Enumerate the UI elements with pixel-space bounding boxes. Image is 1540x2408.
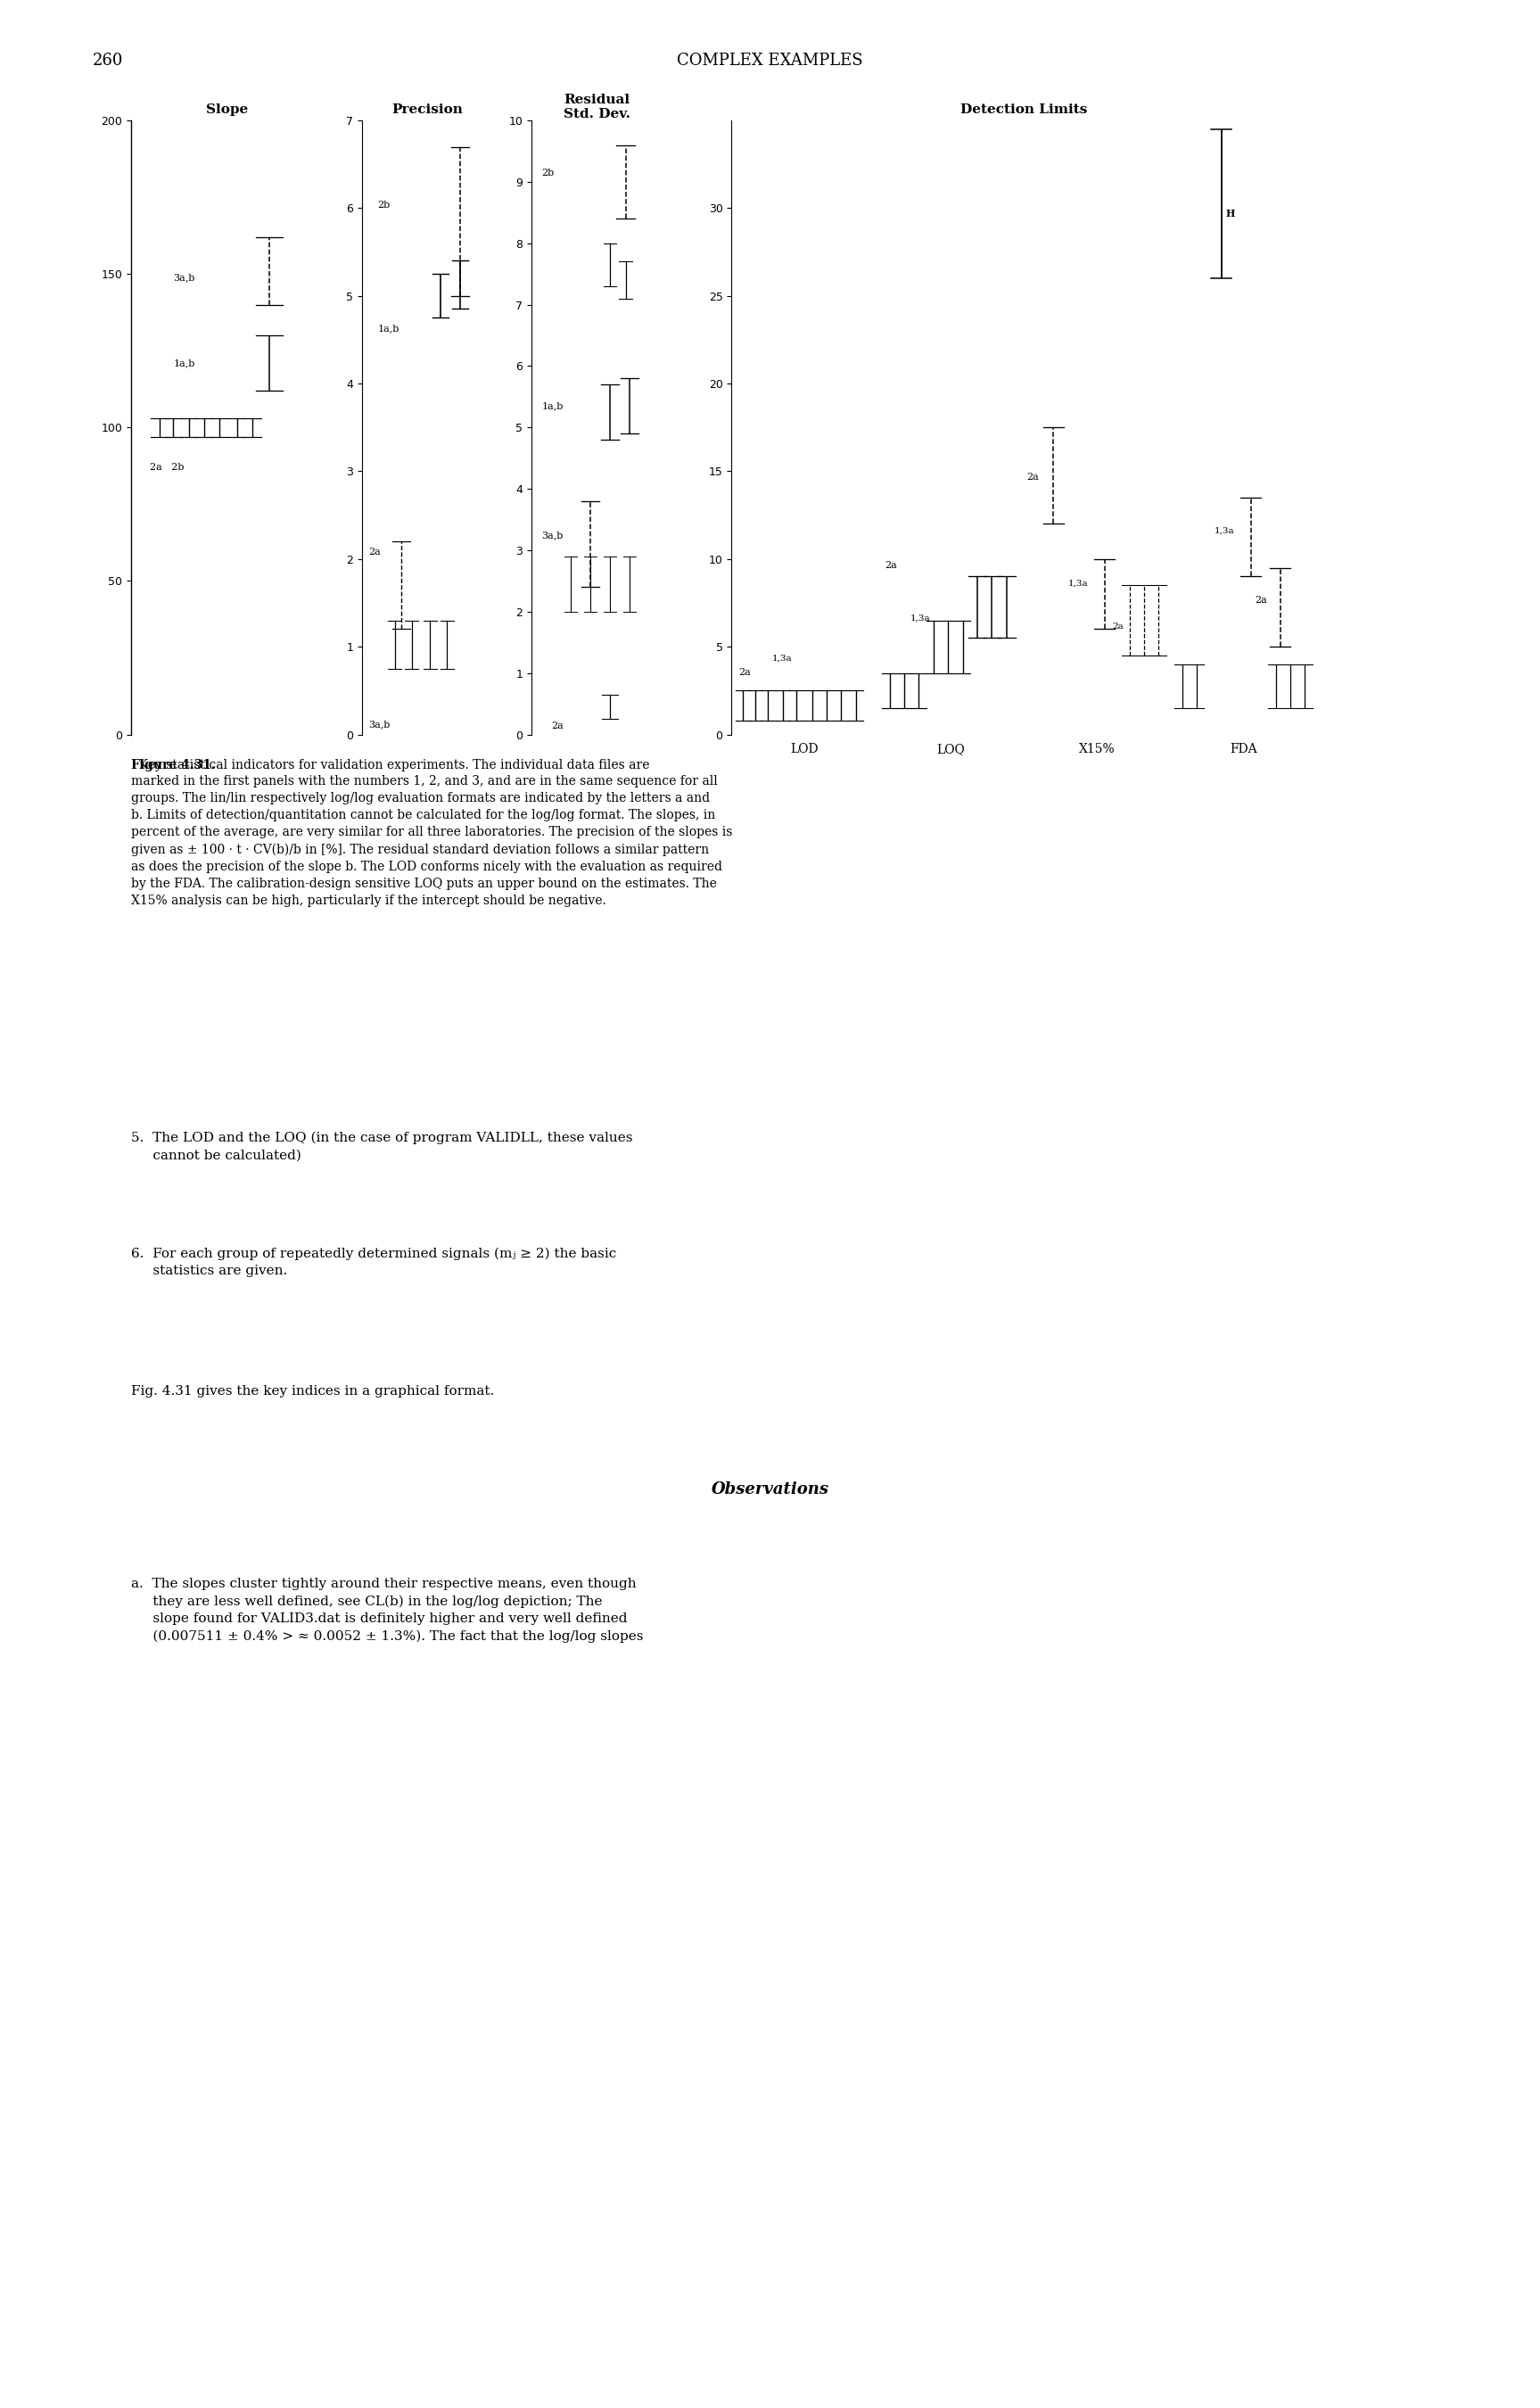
- Text: 1,3a: 1,3a: [773, 655, 793, 662]
- Text: 2b: 2b: [377, 200, 390, 209]
- Text: Observations: Observations: [711, 1481, 829, 1498]
- Text: 1,3a: 1,3a: [910, 614, 930, 621]
- Text: 5.  The LOD and the LOQ (in the case of program VALIDLL, these values
     canno: 5. The LOD and the LOQ (in the case of p…: [131, 1132, 633, 1163]
- Text: 2a: 2a: [551, 720, 564, 730]
- Text: 2b: 2b: [542, 169, 554, 178]
- Text: 2a: 2a: [1255, 595, 1267, 604]
- Text: Key statistical indicators for validation experiments. The individual data files: Key statistical indicators for validatio…: [131, 759, 732, 908]
- Text: 3a,b: 3a,b: [542, 530, 564, 539]
- Text: 6.  For each group of repeatedly determined signals (mⱼ ≥ 2) the basic
     stat: 6. For each group of repeatedly determin…: [131, 1247, 616, 1279]
- Text: Figure 4.31.: Figure 4.31.: [131, 759, 216, 771]
- Text: COMPLEX EXAMPLES: COMPLEX EXAMPLES: [678, 53, 862, 70]
- Text: 2a: 2a: [1112, 624, 1123, 631]
- Text: 2a: 2a: [368, 547, 380, 556]
- Title: Precision: Precision: [391, 104, 464, 116]
- Title: Residual
Std. Dev.: Residual Std. Dev.: [564, 94, 630, 120]
- Text: 1a,b: 1a,b: [542, 402, 564, 412]
- Title: Slope: Slope: [206, 104, 248, 116]
- Text: 2a: 2a: [1027, 472, 1040, 482]
- Text: 2a   2b: 2a 2b: [151, 462, 185, 472]
- Text: 260: 260: [92, 53, 123, 70]
- Text: 2a: 2a: [739, 667, 752, 677]
- Text: 3a,b: 3a,b: [172, 272, 196, 282]
- Text: H: H: [1226, 209, 1235, 219]
- Text: 2a: 2a: [886, 561, 898, 571]
- Text: Fig. 4.31 gives the key indices in a graphical format.: Fig. 4.31 gives the key indices in a gra…: [131, 1385, 494, 1397]
- Text: a.  The slopes cluster tightly around their respective means, even though
     t: a. The slopes cluster tightly around the…: [131, 1577, 644, 1642]
- Text: 3a,b: 3a,b: [368, 720, 390, 730]
- Text: 1,3a: 1,3a: [1069, 578, 1089, 588]
- Text: 1a,b: 1a,b: [377, 323, 399, 332]
- Text: 1,3a: 1,3a: [1214, 527, 1235, 535]
- Title: Detection Limits: Detection Limits: [961, 104, 1087, 116]
- Text: 1a,b: 1a,b: [172, 359, 196, 368]
